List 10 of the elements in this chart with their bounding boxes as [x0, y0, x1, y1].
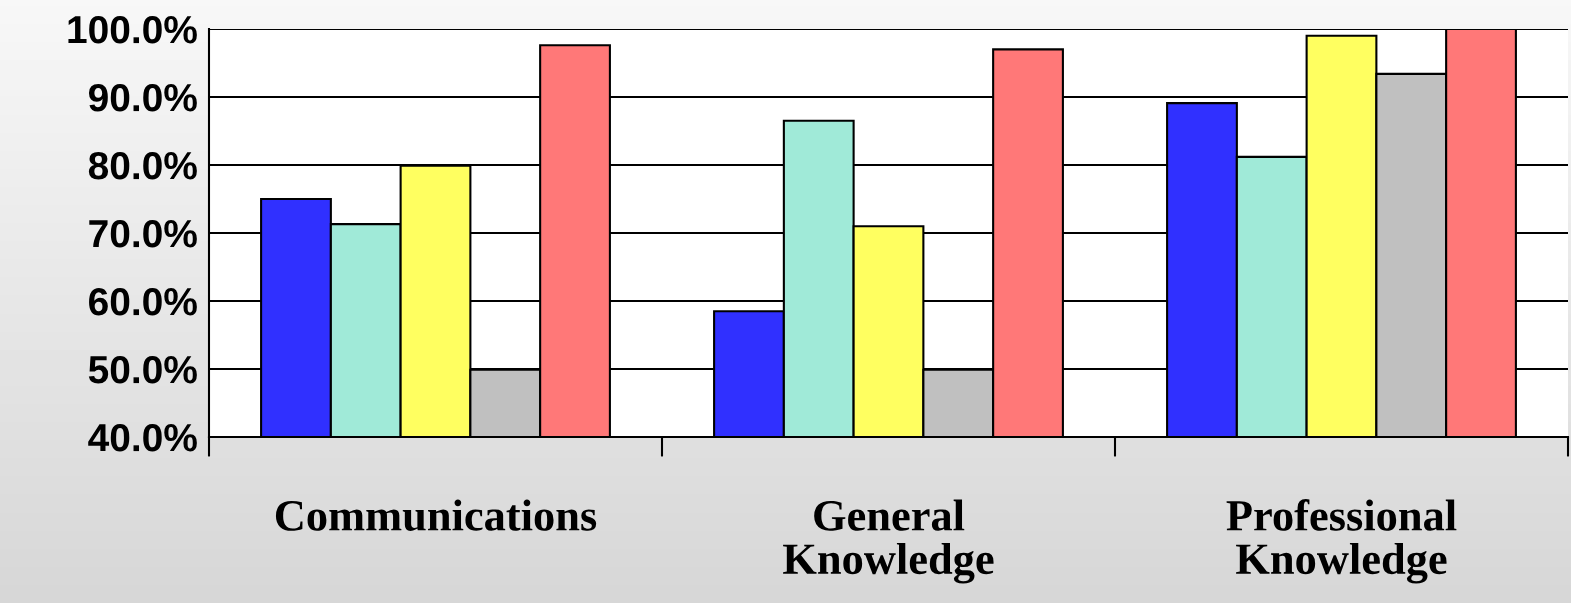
x-tick-label: General Knowledge — [783, 499, 994, 584]
y-tick-label: 50.0% — [88, 355, 197, 384]
y-tick-label: 90.0% — [88, 83, 197, 112]
y-tick-label: 40.0% — [88, 423, 197, 452]
y-tick-label: 70.0% — [89, 219, 197, 248]
y-tick-label: 100.0% — [68, 15, 197, 44]
x-tick-label: Professional Knowledge — [1226, 499, 1457, 584]
x-tick-label: Communications — [275, 499, 597, 531]
y-tick-label: 80.0% — [88, 151, 197, 180]
y-tick-label: 60.0% — [89, 287, 197, 316]
